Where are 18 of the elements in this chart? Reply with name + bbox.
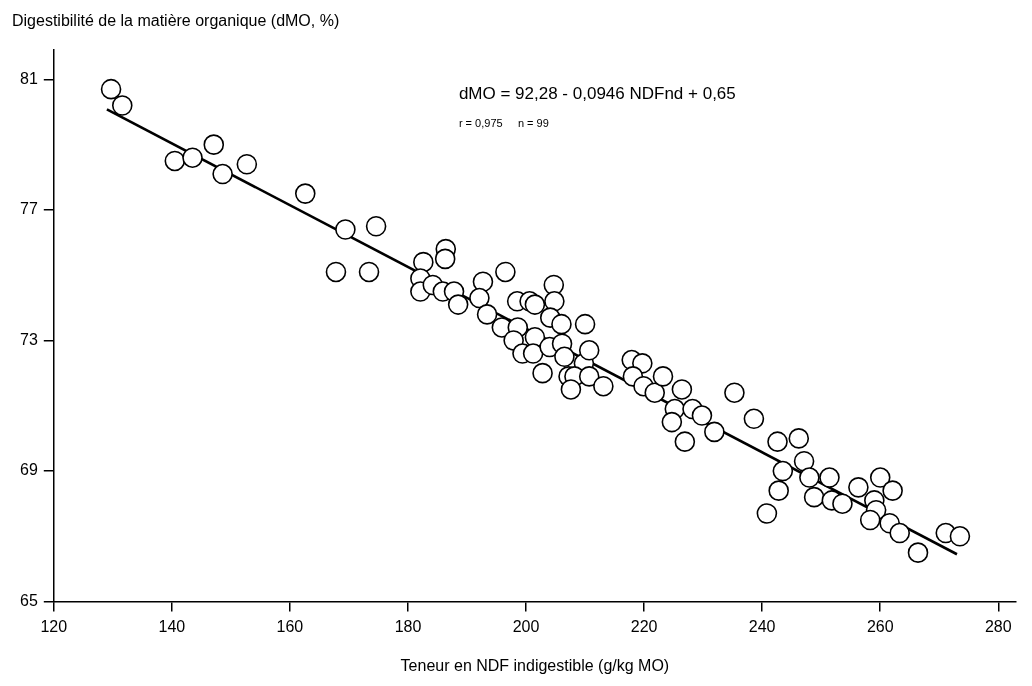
annotation: dMO = 92,28 - 0,0946 NDFnd + 0,65 <box>458 83 736 103</box>
x-tick-label: 140 <box>158 617 186 635</box>
x-tick-label: 220 <box>630 617 658 635</box>
y-tick-label: 65 <box>20 592 38 610</box>
y-tick-label: 73 <box>20 330 38 348</box>
x-tick-label: 180 <box>394 617 422 635</box>
x-tick-label: 160 <box>276 617 304 635</box>
y-tick-label: 69 <box>20 461 38 479</box>
x-axis-title: Teneur en NDF indigestible (g/kg MO) <box>400 656 670 674</box>
x-tick-label: 120 <box>40 617 68 635</box>
y-axis-title: Digestibilité de la matière organique (dMO, %) <box>12 12 340 30</box>
x-tick-label: 200 <box>512 617 540 635</box>
x-tick-label: 280 <box>984 617 1012 635</box>
x-tick-label: 260 <box>866 617 894 635</box>
y-tick-label: 77 <box>20 200 38 218</box>
x-tick-label: 240 <box>748 617 776 635</box>
y-tick-label: 81 <box>20 69 38 87</box>
annotation: r = 0,975 n = 99 <box>458 117 549 130</box>
